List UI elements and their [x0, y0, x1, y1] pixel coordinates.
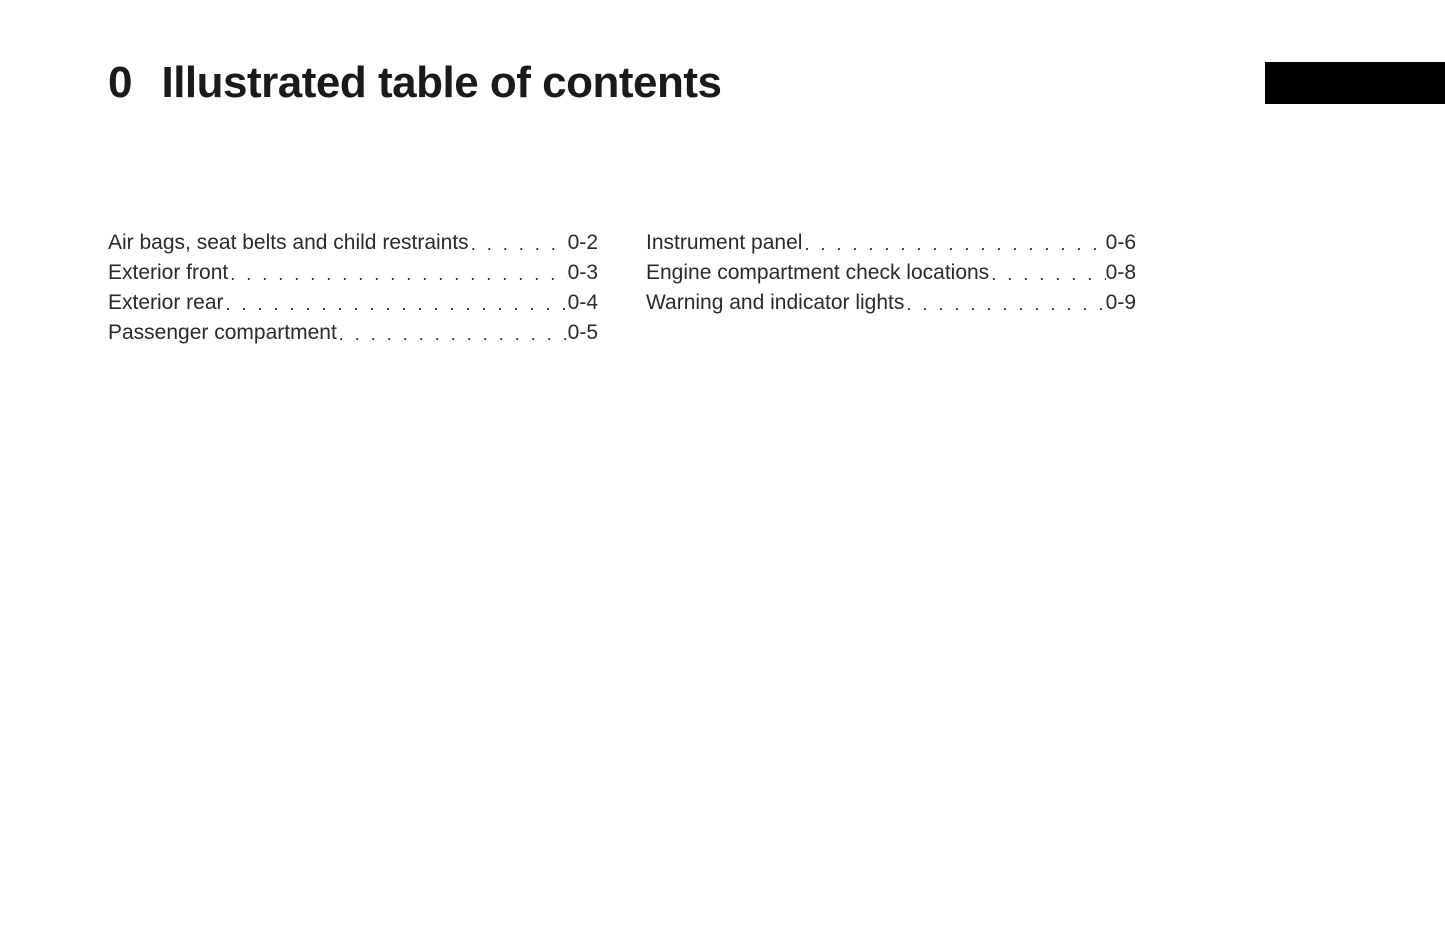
- toc-entry-page: 0-9: [1106, 288, 1136, 318]
- toc-dot-leader: [802, 229, 1105, 259]
- toc-entry-page: 0-3: [568, 258, 598, 288]
- toc-entry-page: 0-6: [1106, 228, 1136, 258]
- toc-entry-label: Engine compartment check locations: [646, 258, 989, 288]
- toc-entry-page: 0-2: [568, 228, 598, 258]
- section-tab-marker: [1265, 62, 1445, 104]
- toc-dot-leader: [989, 259, 1105, 289]
- toc-entry: Engine compartment check locations 0-8: [646, 258, 1136, 288]
- chapter-title: Illustrated table of contents: [161, 58, 721, 108]
- toc-container: Air bags, seat belts and child restraint…: [108, 228, 1136, 348]
- toc-entry-label: Exterior front: [108, 258, 228, 288]
- page-header: 0 Illustrated table of contents: [108, 58, 1445, 108]
- toc-entry-label: Instrument panel: [646, 228, 802, 258]
- toc-entry-page: 0-4: [568, 288, 598, 318]
- toc-entry-page: 0-5: [568, 318, 598, 348]
- toc-entry-label: Passenger compartment: [108, 318, 337, 348]
- toc-dot-leader: [337, 319, 568, 349]
- toc-entry: Passenger compartment 0-5: [108, 318, 598, 348]
- toc-left-column: Air bags, seat belts and child restraint…: [108, 228, 598, 348]
- toc-dot-leader: [228, 259, 567, 289]
- toc-dot-leader: [469, 229, 568, 259]
- toc-entry-label: Exterior rear: [108, 288, 224, 318]
- toc-entry: Instrument panel 0-6: [646, 228, 1136, 258]
- toc-entry-label: Warning and indicator lights: [646, 288, 904, 318]
- toc-entry: Warning and indicator lights 0-9: [646, 288, 1136, 318]
- toc-entry: Exterior rear 0-4: [108, 288, 598, 318]
- chapter-number: 0: [108, 58, 131, 108]
- toc-dot-leader: [904, 289, 1105, 319]
- toc-entry-page: 0-8: [1106, 258, 1136, 288]
- toc-entry: Exterior front 0-3: [108, 258, 598, 288]
- toc-entry-label: Air bags, seat belts and child restraint…: [108, 228, 469, 258]
- title-block: 0 Illustrated table of contents: [108, 58, 722, 108]
- toc-dot-leader: [224, 289, 568, 319]
- toc-entry: Air bags, seat belts and child restraint…: [108, 228, 598, 258]
- toc-right-column: Instrument panel 0-6 Engine compartment …: [646, 228, 1136, 348]
